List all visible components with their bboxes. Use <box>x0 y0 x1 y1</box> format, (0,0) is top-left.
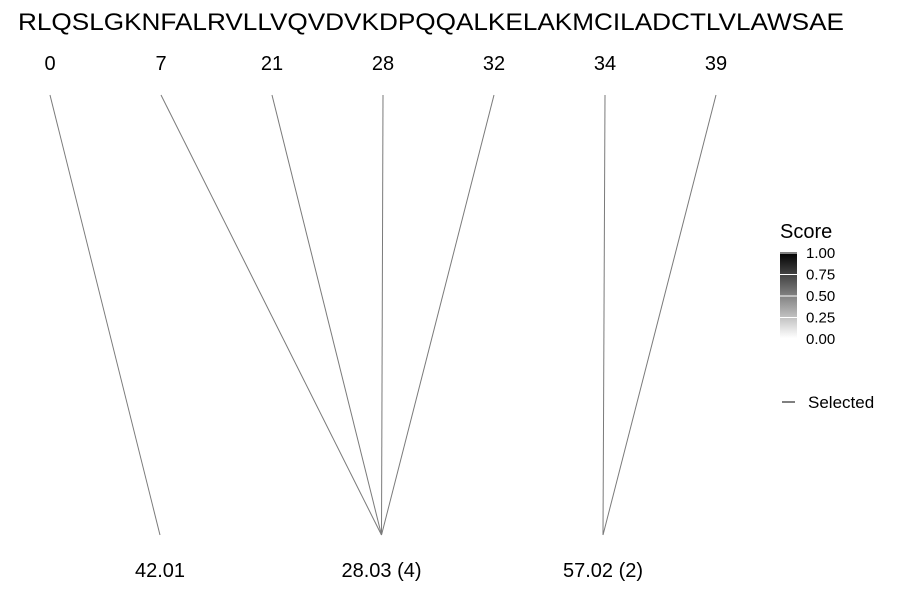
position-label: 7 <box>155 53 166 75</box>
legend-tick-label: 0.50 <box>806 288 835 305</box>
score-colorbar <box>780 252 797 338</box>
group-label: 28.03 (4) <box>341 560 421 582</box>
position-labels: 0 7 21 28 32 34 39 <box>44 53 727 75</box>
connector-line <box>271 94 382 536</box>
connector-line <box>49 94 161 536</box>
position-label: 0 <box>44 53 55 75</box>
group-label: 57.02 (2) <box>563 560 643 582</box>
group-label: 42.01 <box>135 560 185 582</box>
position-label: 32 <box>483 53 505 75</box>
connector-line <box>602 94 717 536</box>
position-label: 28 <box>372 53 394 75</box>
connector-line <box>381 94 384 536</box>
legend-tick-label: 0.75 <box>806 267 835 284</box>
position-label: 21 <box>261 53 283 75</box>
group-labels: 42.01 28.03 (4) 57.02 (2) <box>135 560 643 582</box>
legend-tick-label: 1.00 <box>806 245 835 262</box>
connector-lines <box>49 94 717 536</box>
connector-line <box>602 94 606 536</box>
position-label: 39 <box>705 53 727 75</box>
position-label: 34 <box>594 53 616 75</box>
connector-line <box>381 94 495 536</box>
score-legend: Score 1.00 0.75 0.50 0.25 0.00 Selected <box>780 221 874 412</box>
connector-line <box>160 94 382 536</box>
legend-ticks: 1.00 0.75 0.50 0.25 0.00 <box>780 245 835 348</box>
legend-tick-label: 0.25 <box>806 310 835 327</box>
legend-title: Score <box>780 221 832 243</box>
legend-tick-label: 0.00 <box>806 331 835 348</box>
selected-legend-label: Selected <box>808 393 874 412</box>
sequence-text: RLQSLGKNFALRVLLVQVDVKDPQQALKELAKMCILADCT… <box>18 9 844 36</box>
